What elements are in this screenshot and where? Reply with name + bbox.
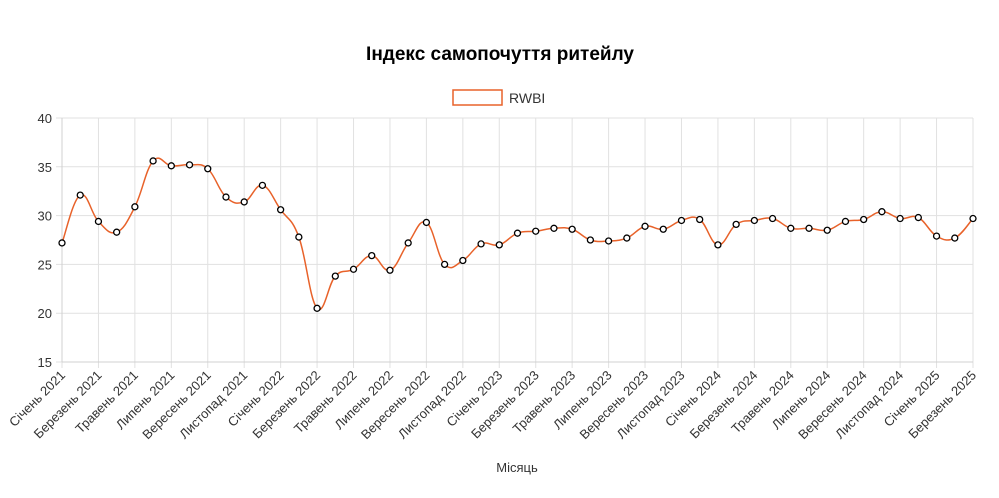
data-point[interactable] — [386, 266, 394, 274]
data-point[interactable] — [532, 227, 540, 235]
data-point[interactable] — [841, 217, 850, 226]
data-point[interactable] — [951, 234, 959, 242]
data-point[interactable] — [185, 161, 194, 169]
data-point[interactable] — [641, 222, 649, 230]
y-tick-label: 15 — [38, 355, 52, 370]
data-point[interactable] — [76, 191, 84, 199]
x-axis-label: Місяць — [496, 460, 538, 475]
data-point[interactable] — [787, 224, 795, 232]
y-tick-label: 40 — [38, 111, 52, 126]
data-point[interactable] — [222, 193, 230, 201]
data-point[interactable] — [969, 214, 977, 223]
data-point[interactable] — [677, 216, 686, 225]
data-point[interactable] — [368, 251, 376, 260]
data-point[interactable] — [659, 225, 667, 233]
y-tick-label: 30 — [38, 209, 52, 224]
data-point[interactable] — [550, 224, 558, 232]
series-points — [58, 157, 977, 312]
data-point[interactable] — [113, 228, 121, 236]
data-point[interactable] — [459, 256, 467, 265]
data-point[interactable] — [878, 208, 886, 216]
data-point[interactable] — [149, 157, 157, 165]
data-point[interactable] — [768, 214, 777, 223]
grid — [56, 117, 974, 368]
data-point[interactable] — [276, 206, 285, 214]
data-point[interactable] — [295, 233, 303, 241]
data-point[interactable] — [349, 265, 358, 273]
data-point[interactable] — [732, 220, 740, 229]
data-point[interactable] — [513, 229, 522, 237]
legend[interactable]: RWBI — [452, 89, 545, 106]
data-point[interactable] — [914, 213, 922, 222]
data-point[interactable] — [586, 236, 595, 244]
data-point[interactable] — [422, 218, 431, 227]
y-tick-label: 20 — [38, 306, 52, 321]
data-point[interactable] — [404, 239, 412, 247]
data-point[interactable] — [313, 304, 321, 312]
data-point[interactable] — [131, 203, 139, 211]
data-point[interactable] — [823, 226, 831, 234]
y-tick-label: 35 — [38, 160, 52, 175]
data-point[interactable] — [477, 240, 485, 248]
chart-title: Індекс самопочуття ритейлу — [366, 44, 634, 65]
data-point[interactable] — [204, 165, 212, 173]
data-point[interactable] — [714, 241, 722, 249]
data-point[interactable] — [860, 215, 868, 224]
data-point[interactable] — [240, 198, 248, 206]
data-point[interactable] — [495, 241, 503, 249]
legend-label: RWBI — [509, 90, 545, 106]
data-point[interactable] — [623, 234, 631, 242]
data-point[interactable] — [696, 215, 704, 224]
data-point[interactable] — [331, 272, 339, 280]
data-point[interactable] — [167, 162, 175, 170]
data-point[interactable] — [896, 214, 904, 223]
y-tick-label: 25 — [38, 257, 52, 272]
data-point[interactable] — [750, 216, 759, 225]
y-axis-ticks: 15 20 25 30 35 40 — [38, 111, 52, 370]
data-point[interactable] — [932, 232, 941, 240]
legend-swatch — [452, 89, 503, 106]
data-point[interactable] — [440, 260, 449, 269]
data-point[interactable] — [568, 225, 576, 233]
data-point[interactable] — [805, 224, 813, 232]
data-point[interactable] — [94, 217, 103, 226]
data-point[interactable] — [58, 239, 66, 247]
axes — [61, 118, 973, 363]
data-point[interactable] — [604, 237, 613, 245]
data-point[interactable] — [258, 181, 267, 189]
